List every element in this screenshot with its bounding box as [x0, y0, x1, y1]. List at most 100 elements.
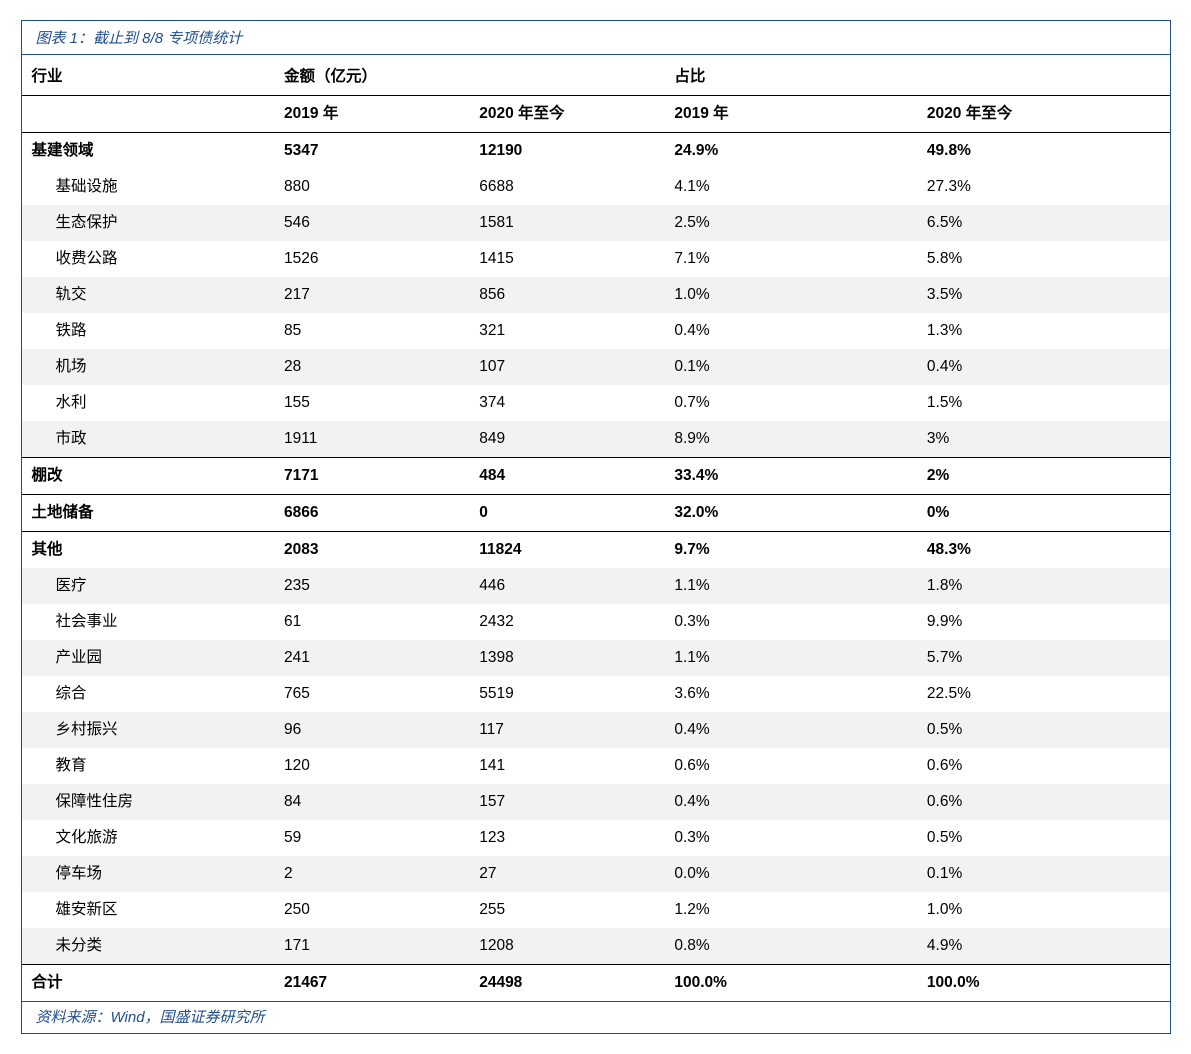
cell-ratio-2020: 9.9% — [917, 604, 1170, 640]
cell-label: 其他 — [22, 532, 275, 569]
cell-amount-2019: 2 — [274, 856, 469, 892]
cell-ratio-2019: 0.8% — [664, 928, 917, 965]
cell-ratio-2019: 0.1% — [664, 349, 917, 385]
table-row: 收费公路152614157.1%5.8% — [22, 241, 1170, 277]
cell-ratio-2020: 0.6% — [917, 784, 1170, 820]
cell-ratio-2020: 6.5% — [917, 205, 1170, 241]
cell-ratio-2019: 1.1% — [664, 568, 917, 604]
cell-amount-2020: 321 — [469, 313, 664, 349]
cell-amount-2020: 1398 — [469, 640, 664, 676]
table-row: 机场281070.1%0.4% — [22, 349, 1170, 385]
col-ratio: 占比 — [664, 55, 1169, 96]
cell-amount-2020: 5519 — [469, 676, 664, 712]
cell-ratio-2019: 1.2% — [664, 892, 917, 928]
cell-amount-2019: 59 — [274, 820, 469, 856]
col-amount-2020: 2020 年至今 — [469, 96, 664, 133]
table-row: 水利1553740.7%1.5% — [22, 385, 1170, 421]
table-row: 雄安新区2502551.2%1.0% — [22, 892, 1170, 928]
table-row: 土地储备6866032.0%0% — [22, 495, 1170, 532]
cell-label: 社会事业 — [22, 604, 275, 640]
cell-ratio-2020: 49.8% — [917, 133, 1170, 170]
cell-ratio-2020: 1.5% — [917, 385, 1170, 421]
cell-label: 医疗 — [22, 568, 275, 604]
cell-amount-2020: 141 — [469, 748, 664, 784]
cell-amount-2020: 856 — [469, 277, 664, 313]
cell-ratio-2020: 0.5% — [917, 820, 1170, 856]
cell-amount-2019: 28 — [274, 349, 469, 385]
cell-amount-2020: 1581 — [469, 205, 664, 241]
cell-amount-2019: 84 — [274, 784, 469, 820]
cell-amount-2020: 484 — [469, 458, 664, 495]
cell-label: 市政 — [22, 421, 275, 458]
table-row: 社会事业6124320.3%9.9% — [22, 604, 1170, 640]
col-amount: 金额（亿元） — [274, 55, 664, 96]
cell-ratio-2020: 5.7% — [917, 640, 1170, 676]
cell-ratio-2020: 0.5% — [917, 712, 1170, 748]
cell-label: 保障性住房 — [22, 784, 275, 820]
table-row: 基建领域53471219024.9%49.8% — [22, 133, 1170, 170]
cell-amount-2020: 157 — [469, 784, 664, 820]
cell-amount-2019: 765 — [274, 676, 469, 712]
cell-amount-2019: 155 — [274, 385, 469, 421]
table-row: 产业园24113981.1%5.7% — [22, 640, 1170, 676]
cell-amount-2019: 546 — [274, 205, 469, 241]
cell-amount-2020: 0 — [469, 495, 664, 532]
cell-amount-2019: 96 — [274, 712, 469, 748]
cell-amount-2020: 1415 — [469, 241, 664, 277]
cell-ratio-2019: 0.3% — [664, 820, 917, 856]
cell-ratio-2020: 100.0% — [917, 965, 1170, 1002]
table-source: 资料来源：Wind，国盛证券研究所 — [22, 1001, 1170, 1033]
table-caption: 图表 1：截止到 8/8 专项债统计 — [22, 21, 1170, 55]
cell-label: 棚改 — [22, 458, 275, 495]
cell-amount-2020: 374 — [469, 385, 664, 421]
col-ratio-2019: 2019 年 — [664, 96, 917, 133]
cell-amount-2020: 107 — [469, 349, 664, 385]
table-row: 综合76555193.6%22.5% — [22, 676, 1170, 712]
cell-amount-2020: 849 — [469, 421, 664, 458]
cell-amount-2020: 11824 — [469, 532, 664, 569]
cell-ratio-2020: 27.3% — [917, 169, 1170, 205]
table-row: 教育1201410.6%0.6% — [22, 748, 1170, 784]
cell-label: 教育 — [22, 748, 275, 784]
table-container: 图表 1：截止到 8/8 专项债统计 行业 金额（亿元） 占比 2019 年 2… — [21, 20, 1171, 1034]
table-row: 其他2083118249.7%48.3% — [22, 532, 1170, 569]
cell-ratio-2020: 4.9% — [917, 928, 1170, 965]
cell-ratio-2019: 0.4% — [664, 784, 917, 820]
cell-ratio-2019: 3.6% — [664, 676, 917, 712]
cell-amount-2019: 120 — [274, 748, 469, 784]
cell-amount-2019: 1911 — [274, 421, 469, 458]
cell-ratio-2020: 22.5% — [917, 676, 1170, 712]
cell-label: 基建领域 — [22, 133, 275, 170]
cell-ratio-2020: 0.1% — [917, 856, 1170, 892]
cell-amount-2019: 217 — [274, 277, 469, 313]
header-group-row: 行业 金额（亿元） 占比 — [22, 55, 1170, 96]
cell-amount-2020: 24498 — [469, 965, 664, 1002]
table-row: 市政19118498.9%3% — [22, 421, 1170, 458]
table-head: 行业 金额（亿元） 占比 2019 年 2020 年至今 2019 年 2020… — [22, 55, 1170, 133]
table-row: 铁路853210.4%1.3% — [22, 313, 1170, 349]
cell-label: 乡村振兴 — [22, 712, 275, 748]
col-blank — [22, 96, 275, 133]
cell-ratio-2020: 5.8% — [917, 241, 1170, 277]
table-row: 未分类17112080.8%4.9% — [22, 928, 1170, 965]
cell-ratio-2020: 1.8% — [917, 568, 1170, 604]
table-row: 停车场2270.0%0.1% — [22, 856, 1170, 892]
cell-label: 机场 — [22, 349, 275, 385]
cell-amount-2019: 61 — [274, 604, 469, 640]
cell-ratio-2019: 1.0% — [664, 277, 917, 313]
cell-ratio-2020: 3.5% — [917, 277, 1170, 313]
table-row: 乡村振兴961170.4%0.5% — [22, 712, 1170, 748]
cell-amount-2020: 6688 — [469, 169, 664, 205]
cell-ratio-2019: 1.1% — [664, 640, 917, 676]
cell-amount-2019: 6866 — [274, 495, 469, 532]
cell-amount-2019: 2083 — [274, 532, 469, 569]
cell-ratio-2020: 0% — [917, 495, 1170, 532]
cell-label: 产业园 — [22, 640, 275, 676]
cell-label: 铁路 — [22, 313, 275, 349]
cell-amount-2020: 446 — [469, 568, 664, 604]
cell-ratio-2020: 1.0% — [917, 892, 1170, 928]
cell-ratio-2019: 0.4% — [664, 313, 917, 349]
table-row: 轨交2178561.0%3.5% — [22, 277, 1170, 313]
cell-amount-2019: 880 — [274, 169, 469, 205]
cell-label: 生态保护 — [22, 205, 275, 241]
